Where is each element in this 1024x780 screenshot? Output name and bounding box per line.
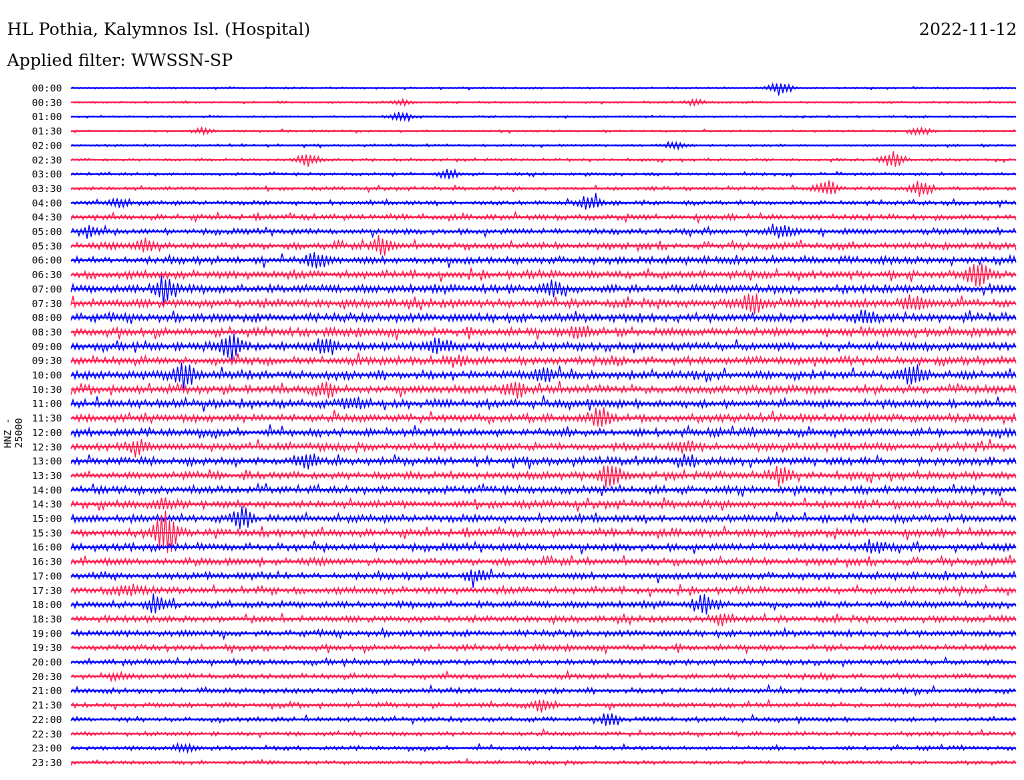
trace-line xyxy=(70,554,1017,569)
time-tick-label: 17:30 xyxy=(32,586,62,597)
time-tick-label: 16:30 xyxy=(32,557,62,568)
time-tick-label: 06:30 xyxy=(32,270,62,281)
trace-line xyxy=(70,424,1017,440)
time-tick-label: 16:00 xyxy=(32,543,62,554)
time-tick-label: 10:30 xyxy=(32,385,62,396)
time-tick-label: 15:30 xyxy=(32,528,62,539)
trace-line xyxy=(70,309,1017,325)
trace-line xyxy=(70,496,1017,512)
station-title: HL Pothia, Kalymnos Isl. (Hospital) xyxy=(7,20,311,40)
time-tick-label: 03:30 xyxy=(32,184,62,195)
time-tick-label: 23:30 xyxy=(32,758,62,769)
time-tick-label: 13:30 xyxy=(32,471,62,482)
time-tick-label: 09:00 xyxy=(32,342,62,353)
seismic-traces xyxy=(70,81,1017,767)
trace-line xyxy=(70,642,1017,656)
trace-line xyxy=(70,626,1017,641)
time-tick-label: 21:00 xyxy=(32,686,62,697)
time-tick-label: 10:00 xyxy=(32,371,62,382)
time-tick-label: 18:00 xyxy=(32,600,62,611)
trace-line xyxy=(70,192,1017,210)
time-tick-label: 19:30 xyxy=(32,643,62,654)
time-tick-label: 19:00 xyxy=(32,629,62,640)
time-tick-label: 07:30 xyxy=(32,299,62,310)
trace-line xyxy=(70,407,1017,427)
time-tick-label: 11:30 xyxy=(32,414,62,425)
time-tick-label: 17:00 xyxy=(32,571,62,582)
time-tick-label: 15:00 xyxy=(32,514,62,525)
time-tick-label: 01:30 xyxy=(32,127,62,138)
time-tick-label: 05:30 xyxy=(32,241,62,252)
time-tick-label: 20:00 xyxy=(32,658,62,669)
time-tick-label: 11:00 xyxy=(32,399,62,410)
trace-line xyxy=(70,465,1017,488)
time-tick-label: 06:00 xyxy=(32,256,62,267)
time-tick-label: 20:30 xyxy=(32,672,62,683)
time-tick-label: 05:00 xyxy=(32,227,62,238)
trace-line xyxy=(70,380,1017,399)
trace-line xyxy=(70,275,1017,306)
time-tick-labels: 00:00 00:30 01:00 01:30 02:00 02:30 03:00 03:30… xyxy=(32,84,62,769)
time-tick-label: 02:00 xyxy=(32,141,62,152)
record-date: 2022-11-12 xyxy=(918,20,1017,40)
time-tick-label: 12:00 xyxy=(32,428,62,439)
time-tick-label: 21:30 xyxy=(32,701,62,712)
time-tick-label: 00:00 xyxy=(32,84,62,95)
trace-line xyxy=(70,568,1017,589)
time-tick-label: 22:30 xyxy=(32,729,62,740)
time-tick-label: 18:30 xyxy=(32,614,62,625)
time-tick-label: 04:00 xyxy=(32,198,62,209)
trace-line xyxy=(70,698,1017,713)
filter-label: Applied filter: WWSSN-SP xyxy=(7,51,233,71)
trace-line xyxy=(70,324,1017,341)
time-tick-label: 14:00 xyxy=(32,485,62,496)
time-tick-label: 13:00 xyxy=(32,457,62,468)
time-tick-label: 07:00 xyxy=(32,284,62,295)
time-tick-label: 04:30 xyxy=(32,213,62,224)
time-tick-label: 22:00 xyxy=(32,715,62,726)
trace-line xyxy=(70,333,1017,362)
time-tick-label: 02:30 xyxy=(32,155,62,166)
time-tick-label: 01:00 xyxy=(32,112,62,123)
trace-line xyxy=(70,438,1017,458)
time-tick-label: 09:30 xyxy=(32,356,62,367)
time-tick-label: 12:30 xyxy=(32,442,62,453)
trace-line xyxy=(70,362,1017,390)
time-tick-label: 23:00 xyxy=(32,744,62,755)
trace-line xyxy=(70,81,1017,96)
time-tick-label: 14:30 xyxy=(32,500,62,511)
time-tick-label: 00:30 xyxy=(32,98,62,109)
time-tick-label: 08:00 xyxy=(32,313,62,324)
time-tick-label: 03:00 xyxy=(32,170,62,181)
time-tick-label: 08:30 xyxy=(32,327,62,338)
